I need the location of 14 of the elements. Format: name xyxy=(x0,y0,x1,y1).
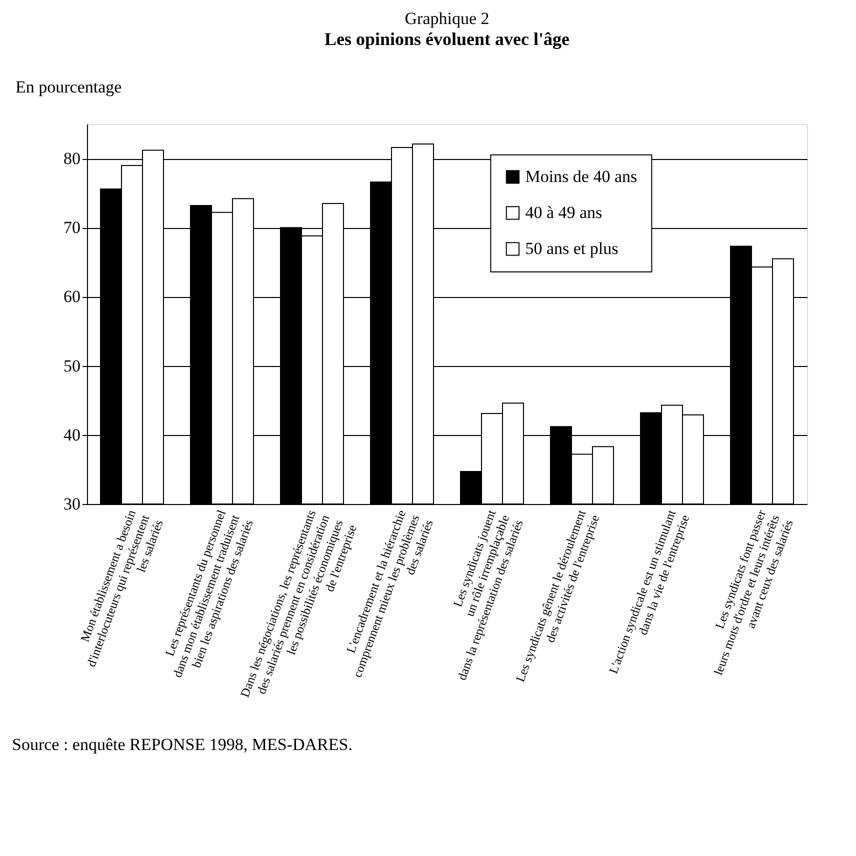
source-note: Source : enquête REPONSE 1998, MES-DARES. xyxy=(12,735,352,754)
y-tick-label: 50 xyxy=(64,356,80,376)
y-tick-label: 30 xyxy=(64,494,80,514)
y-axis-title: En pourcentage xyxy=(16,78,122,96)
chart-subtitle: Les opinions évoluent avec l'âge xyxy=(324,29,570,49)
chart-title: Graphique 2 xyxy=(404,9,490,28)
y-tick-label: 40 xyxy=(64,425,80,444)
y-tick-label: 60 xyxy=(64,287,80,306)
y-tick-label: 80 xyxy=(64,149,80,168)
legend-label: 50 ans et plus xyxy=(525,238,618,258)
y-tick-label: 70 xyxy=(64,218,80,238)
legend-label: Moins de 40 ans xyxy=(525,166,638,186)
legend-label: 40 à 49 ans xyxy=(525,202,602,222)
x-tick-label: Les syndicats font passer leurs mots d'ordre et leurs intérêts avant ceux des salariés xyxy=(711,507,796,677)
